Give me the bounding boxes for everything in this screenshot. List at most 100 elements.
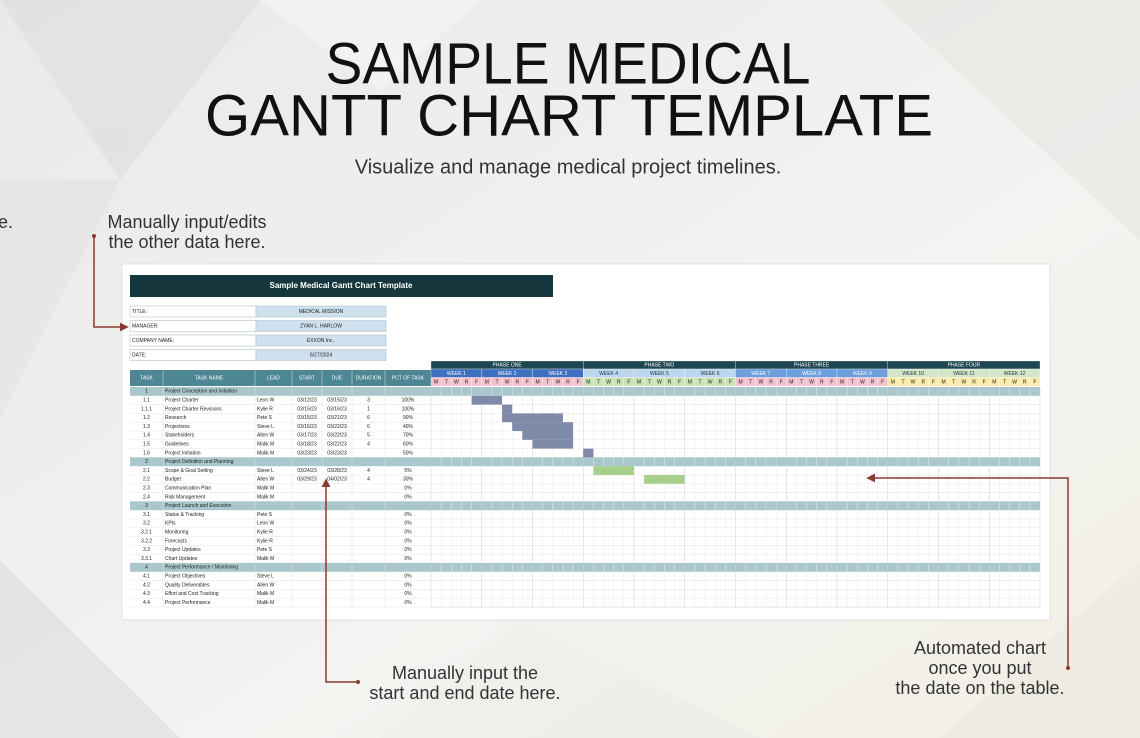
section-row xyxy=(130,501,1040,511)
section-name: Project Definition and Planning xyxy=(165,459,234,465)
phase-label: PHASE THREE xyxy=(794,363,830,369)
cell-name: Communication Plan xyxy=(165,486,211,492)
day-letter: T xyxy=(698,379,701,385)
cell-duration: 4 xyxy=(367,442,370,448)
cell-lead: Allen W xyxy=(257,433,275,439)
day-letter: R xyxy=(972,379,976,385)
cell-lead: Malik M xyxy=(257,442,274,448)
cell-duration: 4 xyxy=(367,477,370,483)
section-row xyxy=(130,387,1040,396)
cell-duration: 1 xyxy=(367,406,370,412)
day-letter: R xyxy=(820,379,824,385)
info-label-cell xyxy=(129,305,257,318)
section-number: 4 xyxy=(145,565,148,571)
day-letter: M xyxy=(738,379,742,385)
gantt-bar xyxy=(532,439,574,449)
day-letter: M xyxy=(637,379,641,385)
cell-task: 4.3 xyxy=(143,591,150,597)
day-letter: R xyxy=(515,379,519,385)
week-label: WEEK 3 xyxy=(548,371,567,377)
week-label: WEEK 5 xyxy=(650,371,669,377)
cell-name: Risk Management xyxy=(165,494,206,500)
cell-name: Chart Updates xyxy=(165,556,198,562)
day-letter: F xyxy=(830,379,833,385)
cell-lead: Steve L xyxy=(257,468,274,474)
cell-due: 03/15/23 xyxy=(327,398,347,404)
day-letter: W xyxy=(505,379,510,385)
section-row xyxy=(130,457,1040,467)
day-letter: W xyxy=(860,379,865,385)
section-name: Project Conception and Initiation xyxy=(165,389,237,395)
cell-task: 2.4 xyxy=(143,494,150,500)
title-line: SAMPLE MEDICAL xyxy=(326,31,811,96)
day-letter: T xyxy=(952,379,955,385)
info-value-cell xyxy=(255,320,387,332)
cell-lead: Kylie R xyxy=(257,530,273,536)
column-header: TASK xyxy=(140,375,153,381)
day-letter: T xyxy=(901,379,904,385)
info-label: COMPANY NAME: xyxy=(132,338,174,344)
cell-lead: Malik M xyxy=(257,486,274,492)
arrow-dot xyxy=(92,234,96,238)
day-letter: F xyxy=(881,379,884,385)
week-label: WEEK 4 xyxy=(599,371,618,377)
cell-lead: Allen W xyxy=(257,582,275,588)
info-value-cell xyxy=(255,334,387,347)
day-letter: F xyxy=(729,379,732,385)
cell-name: Budget xyxy=(165,477,181,483)
cell-start: 03/24/23 xyxy=(297,468,317,474)
cell-task: 4.1 xyxy=(143,574,150,580)
info-value: 6/27/2024 xyxy=(310,353,332,359)
info-value: ZYAN L. HARLOW xyxy=(300,324,342,330)
cell-pct: 40% xyxy=(403,424,414,430)
cell-pct: 50% xyxy=(403,450,414,456)
info-value-cell xyxy=(255,349,387,361)
day-letter: W xyxy=(759,379,764,385)
cell-start: 03/23/23 xyxy=(297,450,317,456)
day-letter: W xyxy=(1012,379,1017,385)
week-label: WEEK 8 xyxy=(802,371,821,377)
cell-task: 2.3 xyxy=(143,486,150,492)
section-name: Project Performance / Monitoring xyxy=(165,565,238,571)
banner-title: Sample Medical Gantt Chart Template xyxy=(270,281,414,290)
day-letter: M xyxy=(485,379,489,385)
gantt-bar xyxy=(522,431,574,440)
day-letter: T xyxy=(648,379,651,385)
cell-due: 03/22/23 xyxy=(327,433,347,439)
cell-lead: Malik M xyxy=(257,556,274,562)
section-number: 1 xyxy=(145,389,148,395)
phase-label: PHASE TWO xyxy=(644,363,674,369)
cell-name: Projections xyxy=(165,424,190,430)
info-label: TITLE: xyxy=(132,309,147,315)
arrow xyxy=(866,473,1069,668)
cell-lead: Steve L xyxy=(257,424,274,430)
week-label: WEEK 9 xyxy=(853,371,872,377)
cell-duration: 4 xyxy=(367,468,370,474)
cell-task: 3.3 xyxy=(143,547,150,553)
cell-pct: 100% xyxy=(402,398,415,404)
info-label-cell xyxy=(129,349,257,361)
day-letter: M xyxy=(688,379,692,385)
cell-due: 03/16/23 xyxy=(327,406,347,412)
cell-task: 1.6 xyxy=(143,450,150,456)
day-letter: M xyxy=(789,379,793,385)
info-label: DATE: xyxy=(132,353,146,359)
day-letter: F xyxy=(577,379,580,385)
gantt-bar xyxy=(471,395,503,405)
cell-lead: Leon W xyxy=(257,398,275,404)
cell-task: 1.1.1 xyxy=(141,406,152,412)
phase-label: PHASE FOUR xyxy=(948,363,981,369)
cell-start: 03/17/23 xyxy=(297,433,317,439)
gantt-bar xyxy=(502,404,513,414)
day-letter: F xyxy=(526,379,529,385)
cell-start: 03/16/23 xyxy=(297,424,317,430)
cell-name: Monitoring xyxy=(165,530,189,536)
day-letter: F xyxy=(932,379,935,385)
section-row xyxy=(130,563,1040,572)
column-header: LEAD xyxy=(267,375,280,381)
day-letter: W xyxy=(556,379,561,385)
cell-lead: Malik M xyxy=(257,591,274,597)
day-letter: F xyxy=(1033,379,1036,385)
cell-lead: Malik M xyxy=(257,494,274,500)
cell-task: 2.2 xyxy=(143,477,150,483)
